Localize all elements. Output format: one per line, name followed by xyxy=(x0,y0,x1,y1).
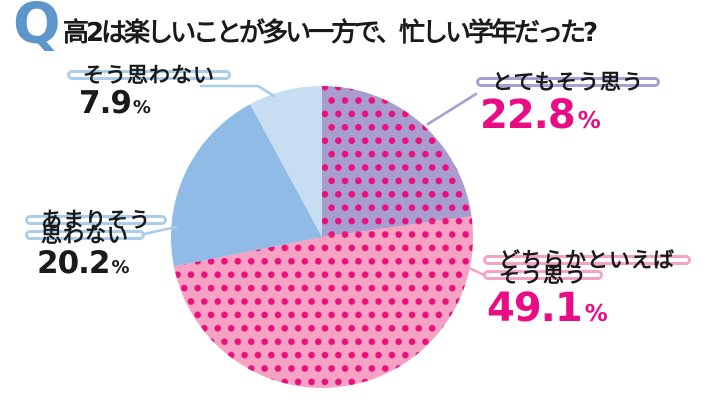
pie-slices xyxy=(171,86,473,388)
leader-line-somewhat-agree xyxy=(463,264,488,278)
callout-somewhat-agree: どちらかといえば そう思う 49.1% xyxy=(483,250,691,331)
callout-strongly-agree: とてもそう思う 22.8% xyxy=(476,72,660,138)
callout-pill: そう思わない xyxy=(67,65,231,86)
page-title: 高2は楽しいことが多い一方で、忙しい学年だった? xyxy=(63,18,598,48)
callout-disagree: そう思わない 7.9% xyxy=(67,65,231,121)
pie-slice-3 xyxy=(250,86,322,237)
leader-line-disagree xyxy=(199,84,276,98)
pie-slice-1 xyxy=(173,216,473,388)
callout-pill: 思わない xyxy=(25,225,145,246)
percentage-value: 49.1% xyxy=(487,285,608,331)
pie-slice-0 xyxy=(322,86,472,237)
percentage-value: 22.8% xyxy=(480,92,601,138)
leader-line-strongly-agree xyxy=(426,92,478,126)
pie-slice-2 xyxy=(171,104,322,267)
callout-pill: とてもそう思う xyxy=(476,72,660,93)
percentage-value: 7.9% xyxy=(79,85,151,121)
callout-pill: そう思う xyxy=(483,265,603,286)
question-mark-logo: Q xyxy=(13,0,61,57)
callout-not-really: あまりそう 思わない 20.2% xyxy=(25,210,167,281)
leader-line-not-really xyxy=(142,225,178,236)
percentage-value: 20.2% xyxy=(37,245,130,281)
